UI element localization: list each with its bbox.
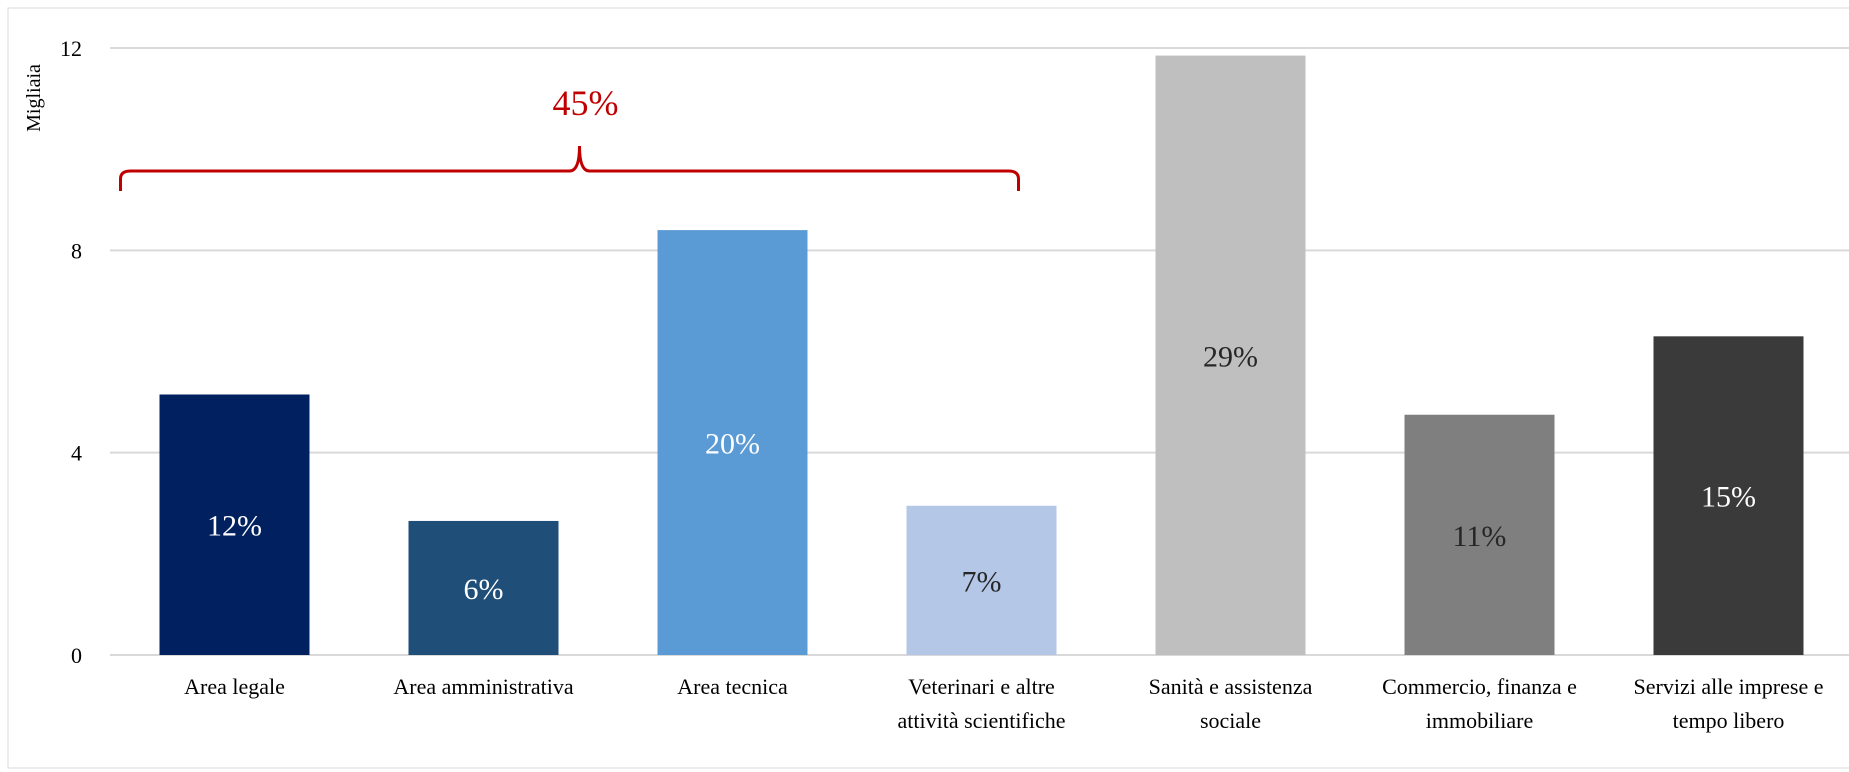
bar-5 — [1155, 55, 1306, 655]
category-label-7-line-2: tempo libero — [1673, 708, 1785, 733]
category-label-4-line-1: Veterinari e altre — [908, 674, 1055, 699]
data-label-2: 6% — [464, 573, 504, 606]
bar-1 — [159, 394, 310, 655]
data-label-1: 12% — [207, 510, 262, 543]
y-tick-label-0: 0 — [71, 643, 82, 668]
data-label-7: 15% — [1701, 481, 1756, 514]
bar-7 — [1653, 336, 1804, 655]
category-label-4-line-2: attività scientifiche — [898, 708, 1066, 733]
bar-4 — [906, 505, 1057, 655]
bar-2 — [408, 520, 559, 655]
data-label-3: 20% — [705, 428, 760, 461]
y-tick-label-8: 8 — [71, 238, 82, 263]
category-label-6-line-2: immobiliare — [1426, 708, 1534, 733]
category-label-6-line-1: Commercio, finanza e — [1382, 674, 1577, 699]
category-label-7-line-1: Servizi alle imprese e — [1634, 674, 1824, 699]
y-tick-label-4: 4 — [71, 441, 82, 466]
bar-6 — [1404, 414, 1555, 655]
bracket-annotation-label: 45% — [553, 83, 619, 123]
category-label-3: Area tecnica — [677, 674, 788, 699]
data-label-5: 29% — [1203, 340, 1258, 373]
category-label-5-line-2: sociale — [1200, 708, 1261, 733]
bracket-annotation — [119, 145, 1020, 191]
y-tick-label-12: 12 — [60, 36, 82, 61]
y-axis-label: Migliaia — [23, 64, 45, 132]
bar-3 — [657, 230, 808, 655]
category-label-1: Area legale — [184, 674, 285, 699]
category-label-2: Area amministrativa — [393, 674, 573, 699]
data-label-6: 11% — [1453, 520, 1507, 553]
plot-border — [7, 7, 1849, 769]
data-label-4: 7% — [962, 565, 1002, 598]
category-label-5-line-1: Sanità e assistenza — [1149, 674, 1313, 699]
